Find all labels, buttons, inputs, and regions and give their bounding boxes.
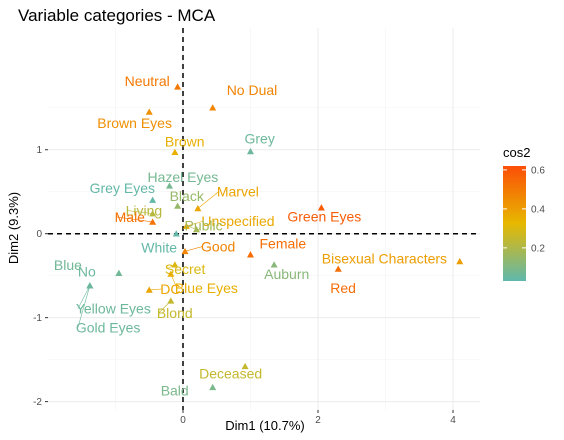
point-marker xyxy=(193,225,200,233)
point-label: Neutral xyxy=(125,73,170,89)
point-marker xyxy=(149,218,157,225)
legend-tick-label: 0.2 xyxy=(531,243,545,254)
legend: cos2 0.2 0.4 0.6 xyxy=(503,145,545,281)
point-label: Blond xyxy=(157,305,193,321)
point-marker xyxy=(247,147,254,155)
x-tick-label: 4 xyxy=(450,415,456,426)
point-marker xyxy=(149,210,157,217)
point-label: Bisexual Characters xyxy=(322,250,447,266)
point-marker xyxy=(172,230,180,237)
chart-title: Variable categories - MCA xyxy=(18,6,216,25)
point-label: No Dual xyxy=(227,82,278,98)
label-leader-line xyxy=(184,246,204,252)
point-marker xyxy=(174,83,182,90)
point-label: No xyxy=(78,264,96,280)
x-axis-title: Dim1 (10.7%) xyxy=(225,418,304,433)
point-marker xyxy=(182,222,190,229)
point-label: Male xyxy=(115,209,146,225)
point-marker xyxy=(115,269,123,276)
point-marker xyxy=(166,182,173,189)
point-label: Secret xyxy=(165,261,206,277)
point-marker xyxy=(145,108,153,115)
point-label: Unspecified xyxy=(201,213,274,229)
point-marker xyxy=(456,257,464,265)
label-leader-line xyxy=(166,264,176,270)
point-marker xyxy=(209,383,217,391)
point-label: Public xyxy=(185,217,223,233)
point-label: Blue Eyes xyxy=(175,280,238,296)
y-tick-label: 0 xyxy=(36,229,42,240)
legend-tick-label: 0.4 xyxy=(531,204,545,215)
point-label: Green Eyes xyxy=(287,209,361,225)
point-label: Hazel Eyes xyxy=(148,169,219,185)
point-marker xyxy=(174,202,182,209)
point-marker xyxy=(270,261,278,268)
y-axis-title: Dim2 (9.3%) xyxy=(6,192,21,264)
point-label: Female xyxy=(260,236,307,252)
point-marker xyxy=(171,148,179,156)
y-tick-label: 1 xyxy=(36,145,42,156)
label-leader-line xyxy=(186,220,204,227)
point-marker xyxy=(149,196,157,203)
point-label: Brown Eyes xyxy=(97,115,172,131)
legend-title: cos2 xyxy=(503,145,530,160)
point-marker xyxy=(247,251,254,258)
point-label: Red xyxy=(330,280,356,296)
point-label: Deceased xyxy=(199,365,262,381)
point-label: Grey xyxy=(245,130,275,146)
legend-tick-label: 0.6 xyxy=(531,165,545,176)
label-leader-line xyxy=(197,191,220,209)
point-marker xyxy=(334,265,342,272)
point-marker xyxy=(86,282,94,289)
point-label: Auburn xyxy=(264,266,309,282)
y-tick-label: -2 xyxy=(33,397,42,408)
point-label: Brown xyxy=(165,133,205,149)
label-leader-line xyxy=(170,273,178,289)
point-label: DC xyxy=(160,281,180,297)
point-marker xyxy=(167,297,175,304)
label-leader-line xyxy=(127,210,153,214)
point-marker xyxy=(171,261,179,268)
point-label: Grey Eyes xyxy=(90,180,155,196)
point-marker xyxy=(181,247,189,255)
label-leader-line xyxy=(77,285,91,309)
label-leader-line xyxy=(149,288,163,291)
label-leader-line xyxy=(186,225,197,230)
x-tick-label: 0 xyxy=(180,415,186,426)
label-leader-line xyxy=(158,300,172,314)
point-label: Black xyxy=(170,188,205,204)
point-label: Gold Eyes xyxy=(76,320,141,336)
point-label: Blue xyxy=(54,257,82,273)
y-tick-label: -1 xyxy=(33,313,42,324)
point-marker xyxy=(145,286,153,293)
plot-panel: 0 2 4 -2 -1 0 1 Neutral No Dual Brown Eyes Brown Gr… xyxy=(33,28,480,426)
legend-colorbar xyxy=(503,166,526,281)
point-marker xyxy=(167,270,175,277)
point-label: Good xyxy=(201,238,235,254)
point-marker xyxy=(209,104,217,111)
point-label: Yellow Eyes xyxy=(76,301,151,317)
point-marker xyxy=(317,204,325,211)
point-label: Living xyxy=(126,203,163,219)
point-label: White xyxy=(141,240,177,256)
point-label: Marvel xyxy=(217,184,259,200)
point-label: Bald xyxy=(161,382,189,398)
x-tick-label: 2 xyxy=(315,415,321,426)
label-leader-line xyxy=(116,216,153,223)
point-marker xyxy=(241,362,249,370)
label-leader-line xyxy=(77,285,91,328)
